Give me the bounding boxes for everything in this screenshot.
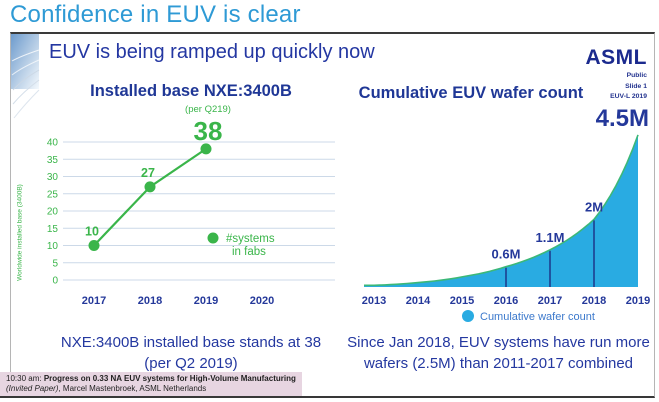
page-title: Confidence in EUV is clear [10, 1, 301, 28]
talk-title: Progress on 0.33 NA EUV systems for High… [43, 374, 296, 383]
talk-authors: , Marcel Mastenbroek, ASML Netherlands [58, 384, 207, 394]
caption-line: wafers (2.5M) than 2011-2017 combined [363, 355, 634, 372]
svg-text:2020: 2020 [250, 295, 274, 307]
svg-text:15: 15 [47, 224, 59, 235]
svg-text:2018: 2018 [582, 295, 606, 307]
svg-text:10: 10 [85, 225, 99, 239]
svg-text:2013: 2013 [362, 295, 386, 307]
svg-text:20: 20 [47, 207, 59, 218]
svg-text:2M: 2M [585, 199, 603, 214]
event-label: EUV-L 2019 [610, 93, 647, 101]
svg-text:(per Q219): (per Q219) [185, 104, 231, 115]
caption-line: (per Q2 2019) [144, 355, 238, 372]
slide-number: Slide 1 [625, 82, 647, 90]
svg-text:2017: 2017 [538, 295, 562, 307]
classification-label: Public [626, 72, 647, 79]
paper-type: (Invited Paper) [6, 384, 59, 394]
installed-base-y-axis-label: Worldwide installed base (3400B) [16, 184, 24, 281]
svg-text:5: 5 [52, 258, 58, 269]
svg-text:38: 38 [194, 116, 223, 146]
slide-corner-decoration [11, 34, 40, 119]
svg-text:2017: 2017 [82, 295, 106, 307]
svg-text:Cumulative wafer count: Cumulative wafer count [480, 311, 595, 323]
svg-text:35: 35 [47, 155, 59, 166]
caption-line: Since Jan 2018, EUV systems have run mor… [347, 334, 650, 351]
installed-base-caption: NXE:3400B installed base stands at 38 (p… [31, 332, 351, 374]
svg-text:2018: 2018 [138, 295, 162, 307]
svg-text:10: 10 [47, 241, 59, 252]
svg-text:2014: 2014 [406, 295, 431, 307]
svg-text:4.5M: 4.5M [596, 105, 649, 132]
svg-text:1.1M: 1.1M [536, 230, 565, 245]
wafer-count-chart: 0.6M 1.1M 2M 4.5M 2013 2014 2015 2016 2017 2018 20… [362, 105, 650, 323]
svg-text:0: 0 [52, 276, 58, 287]
installed-base-chart: 0 5 10 15 20 25 30 35 40 2017 2018 2019 2020 10 27 38(p… [47, 104, 335, 307]
svg-text:2015: 2015 [450, 295, 474, 307]
svg-text:27: 27 [141, 166, 155, 180]
svg-text:#systems: #systems [226, 233, 275, 245]
wafer-count-chart-title: Cumulative EUV wafer count [358, 84, 584, 102]
svg-text:2019: 2019 [626, 295, 650, 307]
svg-text:2016: 2016 [494, 295, 518, 307]
wafer-count-caption: Since Jan 2018, EUV systems have run mor… [346, 332, 651, 374]
asml-logo-block: ASML Public Slide 1 EUV-L 2019 [586, 47, 648, 103]
slide-bottom-edge [0, 396, 12, 398]
svg-text:2019: 2019 [194, 295, 218, 307]
session-info-bar: 10:30 am: Progress on 0.33 NA EUV system… [0, 372, 302, 396]
slide-subtitle: EUV is being ramped up quickly now [49, 41, 375, 63]
caption-line: NXE:3400B installed base stands at 38 [60, 334, 322, 351]
asml-logo: ASML [585, 46, 647, 69]
session-time: 10:30 am: [6, 374, 44, 383]
svg-text:30: 30 [47, 172, 59, 183]
presentation-slide: EUV is being ramped up quickly now ASML … [10, 32, 655, 398]
svg-text:0.6M: 0.6M [492, 247, 521, 262]
svg-text:40: 40 [47, 138, 59, 149]
svg-text:25: 25 [47, 189, 59, 200]
svg-text:in fabs: in fabs [232, 246, 266, 258]
installed-base-chart-title: Installed base NXE:3400B [90, 82, 292, 100]
